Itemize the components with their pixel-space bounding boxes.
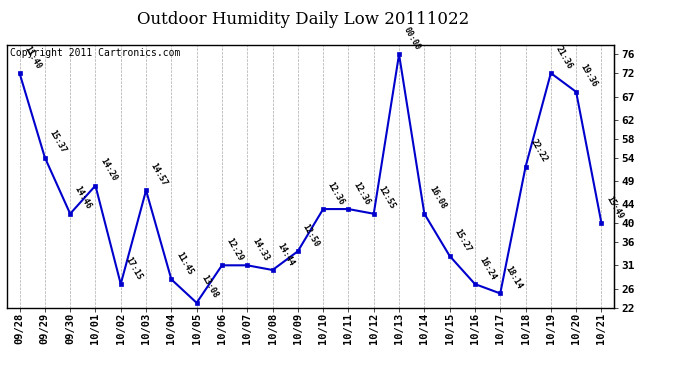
Text: 12:36: 12:36 xyxy=(326,180,346,206)
Text: 15:49: 15:49 xyxy=(604,194,624,220)
Text: 00:00: 00:00 xyxy=(402,26,422,52)
Text: 12:36: 12:36 xyxy=(351,180,371,206)
Text: 12:55: 12:55 xyxy=(377,185,397,211)
Text: Copyright 2011 Cartronics.com: Copyright 2011 Cartronics.com xyxy=(10,48,180,58)
Text: 19:36: 19:36 xyxy=(579,63,599,89)
Text: 18:14: 18:14 xyxy=(503,264,523,291)
Text: 16:24: 16:24 xyxy=(477,255,498,281)
Text: 14:57: 14:57 xyxy=(149,161,169,188)
Text: 12:50: 12:50 xyxy=(301,222,321,249)
Text: 11:45: 11:45 xyxy=(174,251,195,277)
Text: 17:15: 17:15 xyxy=(124,255,144,281)
Text: 15:27: 15:27 xyxy=(453,227,473,253)
Text: 22:22: 22:22 xyxy=(529,138,549,164)
Text: 14:20: 14:20 xyxy=(98,157,119,183)
Text: 12:29: 12:29 xyxy=(225,236,245,262)
Text: Outdoor Humidity Daily Low 20111022: Outdoor Humidity Daily Low 20111022 xyxy=(137,11,470,28)
Text: 14:33: 14:33 xyxy=(250,236,270,262)
Text: 14:46: 14:46 xyxy=(73,185,93,211)
Text: 14:44: 14:44 xyxy=(275,241,295,267)
Text: 16:08: 16:08 xyxy=(427,185,447,211)
Text: 21:36: 21:36 xyxy=(553,44,574,70)
Text: 11:40: 11:40 xyxy=(22,44,43,70)
Text: 15:37: 15:37 xyxy=(48,129,68,155)
Text: 13:08: 13:08 xyxy=(199,274,219,300)
